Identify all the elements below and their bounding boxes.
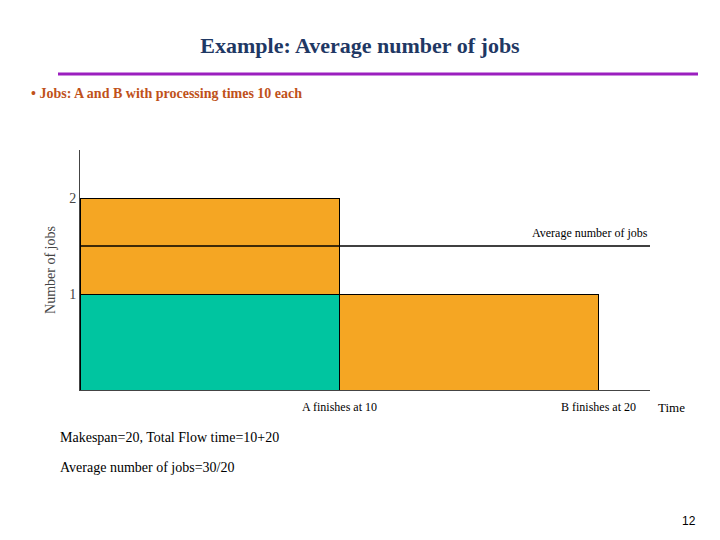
svg-text:A finishes at 10: A finishes at 10 xyxy=(302,400,377,414)
svg-text:12: 12 xyxy=(682,514,696,528)
svg-text:2: 2 xyxy=(69,191,76,206)
svg-text:Makespan=20, Total Flow time=1: Makespan=20, Total Flow time=10+20 xyxy=(60,430,279,445)
svg-text:B finishes at 20: B finishes at 20 xyxy=(561,400,636,414)
svg-text:Average number of jobs: Average number of jobs xyxy=(532,226,648,240)
svg-text:Example: Average number of job: Example: Average number of jobs xyxy=(200,33,520,58)
svg-text:Time: Time xyxy=(658,400,685,415)
svg-text:1: 1 xyxy=(69,287,76,302)
svg-text:• Jobs: A and B with processin: • Jobs: A and B with processing times 10… xyxy=(31,86,302,101)
svg-text:Average number of jobs=30/20: Average number of jobs=30/20 xyxy=(60,460,234,475)
svg-text:Number of jobs: Number of jobs xyxy=(43,226,58,314)
